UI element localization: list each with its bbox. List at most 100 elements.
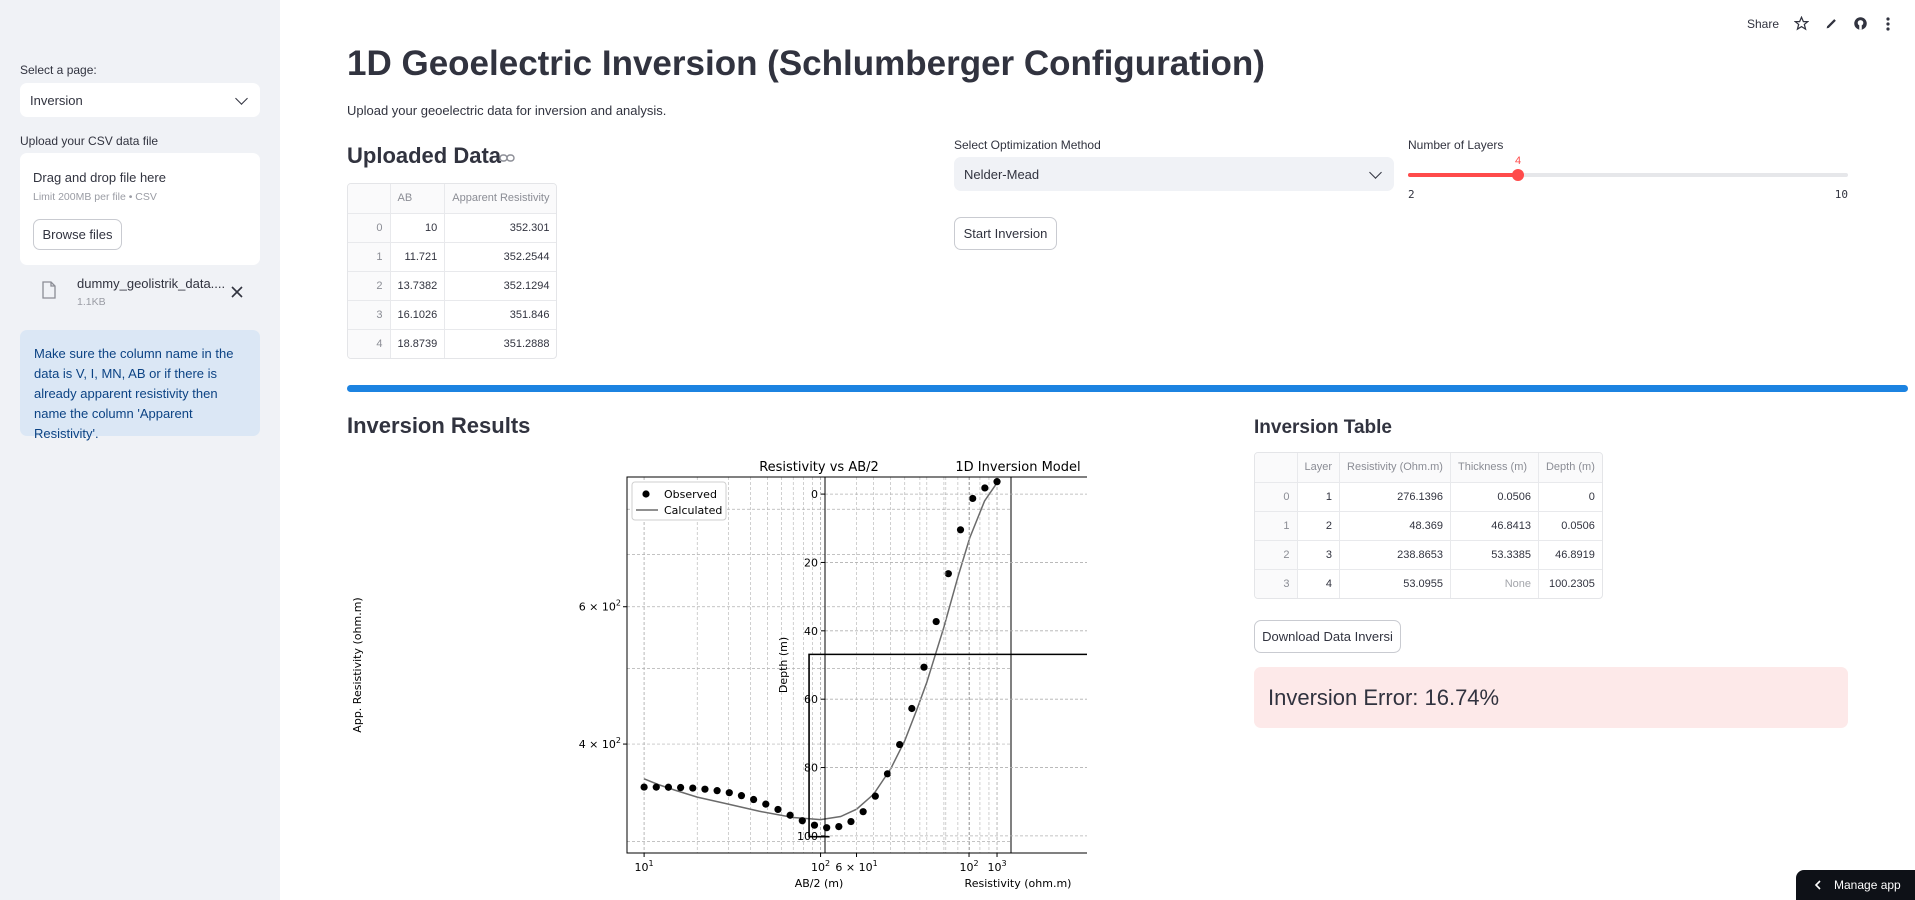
legend-observed-marker [642, 490, 649, 497]
table-cell: 18.8739 [390, 329, 445, 358]
table-header: Apparent Resistivity [445, 184, 557, 213]
uploaded-data-heading: Uploaded Data [347, 143, 501, 169]
close-icon[interactable] [231, 285, 243, 303]
observed-point [774, 806, 781, 813]
chevron-left-icon [1814, 880, 1822, 890]
observed-point [872, 793, 879, 800]
x-tick-label: 103 [987, 859, 1006, 874]
plot-frame [825, 477, 1087, 853]
star-icon[interactable] [1794, 16, 1809, 36]
y-tick-label: 6 × 102 [579, 599, 621, 614]
manage-app-button[interactable]: Manage app [1796, 870, 1915, 900]
y-tick-label: 4 × 102 [579, 736, 621, 751]
chart-title: Resistivity vs AB/2 [759, 460, 879, 475]
table-row: 0 10 352.301 [348, 213, 556, 242]
github-icon[interactable] [1853, 16, 1868, 36]
file-dropzone[interactable]: Drag and drop file here Limit 200MB per … [20, 153, 260, 265]
table-row: 1 11.721 352.2544 [348, 242, 556, 271]
table-cell: 53.0955 [1340, 569, 1451, 598]
observed-point [762, 801, 769, 808]
table-cell: 352.301 [445, 213, 557, 242]
y-tick-label: 60 [804, 693, 818, 706]
table-cell: 4 [1297, 569, 1340, 598]
more-menu-icon[interactable] [1886, 17, 1890, 36]
uploaded-data-table[interactable]: AB Apparent Resistivity 0 10 352.301 1 11.7… [347, 183, 557, 359]
chevron-down-icon [1369, 166, 1382, 179]
page-select-label: Select a page: [20, 63, 97, 77]
observed-point [665, 784, 672, 791]
x-tick-label: 102 [811, 859, 830, 874]
table-cell: 11.721 [390, 242, 445, 271]
table-cell: 48.369 [1340, 511, 1451, 540]
page-title: 1D Geoelectric Inversion (Schlumberger C… [347, 44, 1265, 84]
row-index: 2 [348, 271, 390, 300]
observed-point [641, 783, 648, 790]
table-cell: 0.0506 [1538, 511, 1601, 540]
layers-slider[interactable]: 4 2 10 [1408, 158, 1848, 198]
y-tick-label: 40 [804, 625, 818, 638]
table-cell: 46.8413 [1450, 511, 1538, 540]
table-cell: 2 [1297, 511, 1340, 540]
observed-point [835, 823, 842, 830]
upload-label: Upload your CSV data file [20, 134, 158, 148]
observed-point [860, 808, 867, 815]
progress-bar [347, 385, 1908, 392]
chart-title: 1D Inversion Model [955, 460, 1080, 475]
results-heading: Inversion Results [347, 413, 530, 439]
x-tick-label: 6 × 101 [835, 859, 877, 874]
observed-point [847, 818, 854, 825]
slider-thumb[interactable] [1512, 169, 1524, 181]
observed-point [738, 792, 745, 799]
table-cell: 352.2544 [445, 242, 557, 271]
observed-point [689, 784, 696, 791]
legend-calculated-label: Calculated [664, 504, 722, 517]
table-header: Layer [1297, 453, 1340, 482]
slider-min: 2 [1408, 188, 1415, 201]
progress-fill [347, 385, 1908, 392]
table-header: AB [390, 184, 445, 213]
plot-frame [627, 477, 1011, 853]
pencil-icon[interactable] [1825, 17, 1838, 35]
slider-fill [1408, 173, 1518, 177]
table-cell: 1 [1297, 482, 1340, 511]
uploaded-file-size: 1.1KB [77, 296, 106, 308]
observed-point [993, 478, 1000, 485]
method-select[interactable]: Nelder-Mead [954, 157, 1394, 191]
table-header: Resistivity (Ohm.m) [1340, 453, 1451, 482]
inversion-table[interactable]: Layer Resistivity (Ohm.m) Thickness (m) … [1254, 452, 1603, 599]
legend-observed-label: Observed [664, 488, 717, 501]
y-tick-label: 80 [804, 762, 818, 775]
dropzone-title: Drag and drop file here [33, 170, 166, 185]
table-cell: 53.3385 [1450, 540, 1538, 569]
observed-point [714, 787, 721, 794]
table-header [348, 184, 390, 213]
inversion-table-heading: Inversion Table [1254, 417, 1392, 439]
table-cell: 3 [1297, 540, 1340, 569]
download-button[interactable]: Download Data Inversi [1254, 620, 1401, 653]
table-cell: None [1450, 569, 1538, 598]
layers-label: Number of Layers [1408, 138, 1503, 152]
y-axis-label: App. Resistivity (ohm.m) [351, 597, 364, 732]
observed-point [957, 526, 964, 533]
link-icon[interactable] [499, 151, 515, 169]
table-row: 3 4 53.0955 None 100.2305 [1255, 569, 1602, 598]
table-row: 3 16.1026 351.846 [348, 300, 556, 329]
table-header: Thickness (m) [1450, 453, 1538, 482]
table-row: 2 13.7382 352.1294 [348, 271, 556, 300]
row-index: 1 [1255, 511, 1297, 540]
share-button[interactable]: Share [1747, 17, 1779, 31]
sidebar: Select a page: Inversion Upload your CSV… [0, 0, 280, 900]
x-axis-label: AB/2 (m) [795, 877, 844, 890]
start-inversion-button[interactable]: Start Inversion [954, 217, 1057, 250]
observed-point [908, 705, 915, 712]
table-cell: 13.7382 [390, 271, 445, 300]
y-axis-label: Depth (m) [777, 637, 790, 693]
manage-app-label: Manage app [1834, 878, 1901, 892]
browse-files-button[interactable]: Browse files [33, 219, 122, 250]
table-cell: 0 [1538, 482, 1601, 511]
table-cell: 276.1396 [1340, 482, 1451, 511]
page-select[interactable]: Inversion [20, 83, 260, 117]
x-tick-label: 102 [959, 859, 978, 874]
observed-point [677, 784, 684, 791]
main-content: Share 1D Geoelectric Inversion (Schlumbe… [280, 0, 1915, 900]
